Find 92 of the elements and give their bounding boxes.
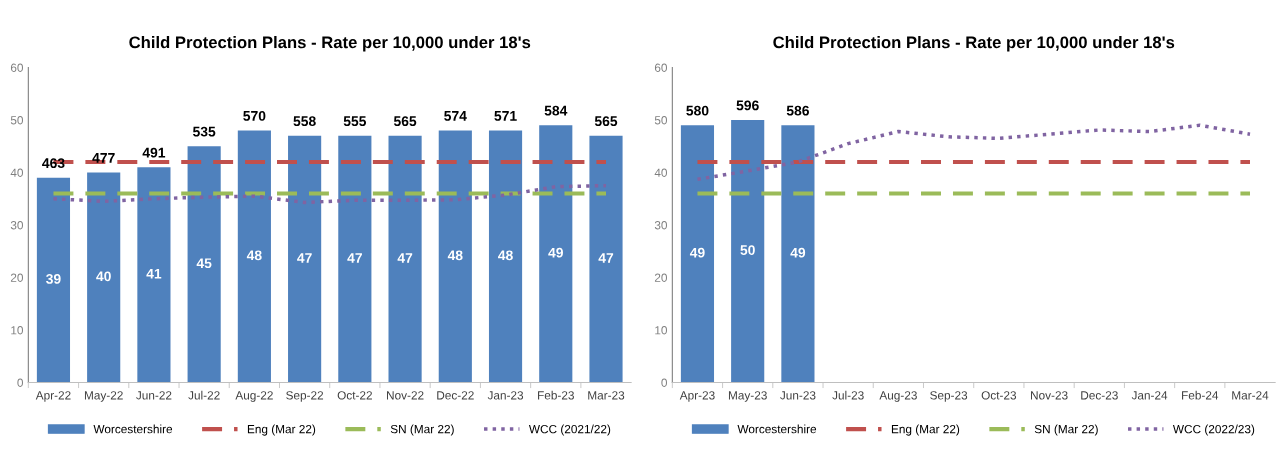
legend-label: WCC (2022/23) [1172,424,1255,436]
x-tick-label: Jun-23 [780,391,816,400]
annotation: 535 [192,126,216,137]
bar [36,177,71,383]
x-tick-label: Feb-24 [1182,390,1219,400]
x-tick-label: Jul-22 [188,390,220,400]
annotation: 558 [293,116,316,127]
x-tick-label: Sep-23 [930,391,968,402]
bar [137,167,171,383]
x-tick-label: Nov-23 [1031,391,1068,400]
annotation: 571 [494,111,517,121]
x-tick-label: Jan-24 [1131,391,1168,400]
x-tick-label: Mar-24 [1232,391,1269,400]
bar [338,135,372,383]
y-tick-label: 0 [661,378,668,387]
legend-label: Eng (Mar 22) [247,424,316,436]
data-label: 48 [447,250,463,261]
x-tick-label: Sep-22 [286,391,324,402]
x-tick-label: Dec-22 [437,391,474,400]
y-tick-label: 50 [10,116,24,125]
bar [187,146,221,383]
y-tick-label: 20 [654,273,668,282]
line-series [51,183,608,205]
bar [388,135,422,383]
annotation: 584 [544,105,568,116]
annotation: 463 [42,158,65,169]
data-label: 48 [498,250,513,261]
x-tick-label: Feb-23 [538,390,574,400]
y-tick-label: 0 [17,378,24,387]
bar [87,172,121,383]
y-tick-label: 40 [654,168,668,177]
x-tick-label: Apr-22 [35,391,71,402]
y-tick-label: 60 [654,63,668,72]
data-label: 41 [146,268,162,279]
y-tick-label: 30 [654,221,668,230]
bar [288,135,322,383]
annotation: 565 [594,116,618,127]
annotation: 574 [444,111,467,121]
annotation: 477 [92,153,115,163]
y-tick-label: 20 [10,273,24,282]
annotation: 570 [243,110,266,121]
legend-label: WCC (2021/22) [528,424,611,436]
data-label: 49 [548,247,563,258]
y-tick-label: 50 [654,116,668,125]
x-tick-label: Jul-23 [832,390,864,400]
bar [488,130,523,383]
bar [438,130,472,383]
y-tick-label: 10 [655,326,668,335]
y-tick-label: 40 [10,168,24,177]
x-tick-label: May-22 [84,391,123,402]
data-label: 47 [347,253,362,263]
y-tick-label: 10 [11,326,24,335]
x-tick-label: Jan-23 [487,391,524,400]
annotation: 555 [343,116,367,127]
legend-label: SN (Mar 22) [1034,424,1098,436]
bar [539,125,573,383]
legend-label: Worcestershire [737,424,817,434]
data-label: 50 [740,245,755,255]
legend-label: Worcestershire [93,424,173,434]
y-tick-label: 60 [10,63,24,72]
x-tick-label: Aug-23 [879,391,917,402]
x-tick-label: Jun-22 [136,391,172,400]
bar [589,135,623,383]
data-label: 47 [598,253,614,263]
data-label: 40 [96,271,111,282]
y-tick-label: 30 [10,221,24,230]
annotation: 491 [142,147,166,158]
legend-label: Eng (Mar 22) [891,424,960,436]
annotation: 596 [736,100,759,111]
data-label: 47 [397,253,413,263]
bar [237,130,271,383]
x-tick-label: Dec-23 [1081,391,1118,400]
chart-title: Child Protection Plans - Rate per 10,000 under 18's [129,35,531,52]
x-tick-label: Oct-23 [981,391,1017,400]
data-label: 49 [689,247,705,258]
line-series [695,123,1252,182]
annotation: 565 [393,116,417,127]
data-label: 45 [196,258,212,269]
annotation: 580 [686,105,709,116]
x-tick-label: Mar-23 [588,391,625,400]
data-label: 47 [297,253,312,263]
data-label: 48 [246,250,262,261]
x-tick-label: Nov-22 [387,391,424,400]
annotation: 586 [786,105,809,116]
chart-title: Child Protection Plans - Rate per 10,000 under 18's [773,35,1175,52]
x-tick-label: May-23 [728,391,767,402]
data-label: 39 [46,274,61,284]
legend-label: SN (Mar 22) [390,424,454,436]
data-label: 49 [790,247,806,258]
x-tick-label: Oct-22 [337,391,372,400]
x-tick-label: Apr-23 [679,391,715,402]
x-tick-label: Aug-22 [235,391,273,402]
